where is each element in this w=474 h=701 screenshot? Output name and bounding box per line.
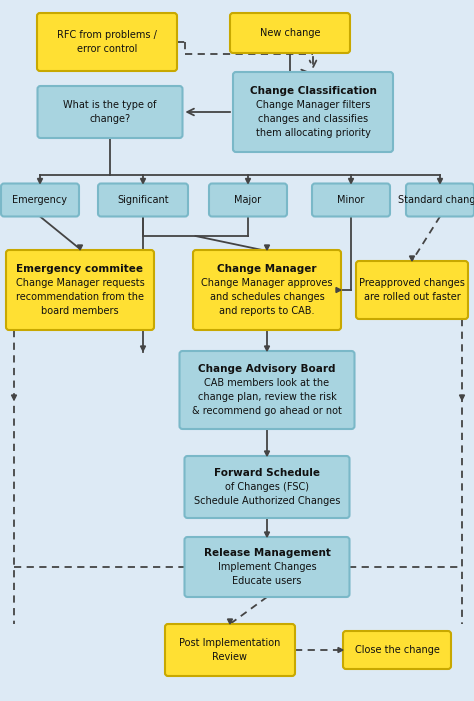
Polygon shape xyxy=(336,287,341,292)
Text: Post Implementation: Post Implementation xyxy=(179,638,281,648)
Text: New change: New change xyxy=(260,28,320,38)
FancyBboxPatch shape xyxy=(37,86,182,138)
Text: Standard change: Standard change xyxy=(398,195,474,205)
Polygon shape xyxy=(264,346,270,351)
FancyBboxPatch shape xyxy=(180,351,355,429)
FancyBboxPatch shape xyxy=(1,184,79,217)
FancyBboxPatch shape xyxy=(184,537,349,597)
Text: Change Manager requests: Change Manager requests xyxy=(16,278,145,288)
Text: Forward Schedule: Forward Schedule xyxy=(214,468,320,478)
Text: Change Manager approves: Change Manager approves xyxy=(201,278,333,288)
Text: are rolled out faster: are rolled out faster xyxy=(364,292,460,302)
Text: Change Manager: Change Manager xyxy=(217,264,317,274)
Text: Review: Review xyxy=(212,652,247,662)
Polygon shape xyxy=(459,395,465,400)
Text: Emergency commitee: Emergency commitee xyxy=(17,264,144,274)
Text: Preapproved changes: Preapproved changes xyxy=(359,278,465,288)
Text: board members: board members xyxy=(41,306,119,316)
FancyBboxPatch shape xyxy=(6,250,154,330)
Text: Educate users: Educate users xyxy=(232,576,301,586)
Polygon shape xyxy=(338,648,343,653)
Polygon shape xyxy=(246,179,250,184)
Text: Change Advisory Board: Change Advisory Board xyxy=(198,364,336,374)
Polygon shape xyxy=(140,346,146,351)
Text: CAB members look at the: CAB members look at the xyxy=(204,378,329,388)
Text: Release Management: Release Management xyxy=(203,548,330,558)
Text: Implement Changes: Implement Changes xyxy=(218,562,316,572)
Polygon shape xyxy=(78,245,82,250)
Text: & recommend go ahead or not: & recommend go ahead or not xyxy=(192,406,342,416)
Text: change?: change? xyxy=(90,114,130,124)
Text: Emergency: Emergency xyxy=(12,195,67,205)
Polygon shape xyxy=(37,179,43,184)
Text: changes and classifies: changes and classifies xyxy=(258,114,368,124)
Text: Minor: Minor xyxy=(337,195,365,205)
Text: Schedule Authorized Changes: Schedule Authorized Changes xyxy=(194,496,340,506)
Text: Change Manager filters: Change Manager filters xyxy=(256,100,370,110)
Text: and reports to CAB.: and reports to CAB. xyxy=(219,306,315,316)
Text: and schedules changes: and schedules changes xyxy=(210,292,324,302)
Text: them allocating priority: them allocating priority xyxy=(255,128,371,138)
FancyBboxPatch shape xyxy=(209,184,287,217)
Text: recommendation from the: recommendation from the xyxy=(16,292,144,302)
Polygon shape xyxy=(140,179,146,184)
Text: change plan, review the risk: change plan, review the risk xyxy=(198,392,337,402)
Polygon shape xyxy=(11,395,17,400)
FancyBboxPatch shape xyxy=(312,184,390,217)
FancyBboxPatch shape xyxy=(230,13,350,53)
Text: error control: error control xyxy=(77,44,137,54)
FancyBboxPatch shape xyxy=(233,72,393,152)
FancyBboxPatch shape xyxy=(343,631,451,669)
Text: Close the change: Close the change xyxy=(355,645,439,655)
Text: Change Classification: Change Classification xyxy=(250,86,376,96)
FancyBboxPatch shape xyxy=(37,13,177,71)
Polygon shape xyxy=(264,451,270,456)
Polygon shape xyxy=(264,245,270,250)
Text: Significant: Significant xyxy=(117,195,169,205)
Polygon shape xyxy=(264,532,270,537)
FancyBboxPatch shape xyxy=(98,184,188,217)
Polygon shape xyxy=(438,179,443,184)
FancyBboxPatch shape xyxy=(193,250,341,330)
FancyBboxPatch shape xyxy=(184,456,349,518)
FancyBboxPatch shape xyxy=(165,624,295,676)
Text: Major: Major xyxy=(235,195,262,205)
Polygon shape xyxy=(410,256,414,261)
Text: RFC from problems /: RFC from problems / xyxy=(57,30,157,40)
Text: What is the type of: What is the type of xyxy=(64,100,157,110)
Polygon shape xyxy=(228,619,233,624)
Text: of Changes (FSC): of Changes (FSC) xyxy=(225,482,309,492)
FancyBboxPatch shape xyxy=(356,261,468,319)
FancyBboxPatch shape xyxy=(406,184,474,217)
Polygon shape xyxy=(348,179,354,184)
